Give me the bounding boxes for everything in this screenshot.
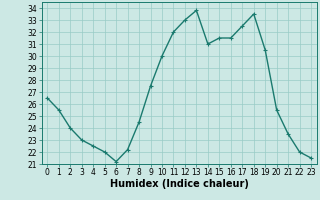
X-axis label: Humidex (Indice chaleur): Humidex (Indice chaleur) (110, 179, 249, 189)
